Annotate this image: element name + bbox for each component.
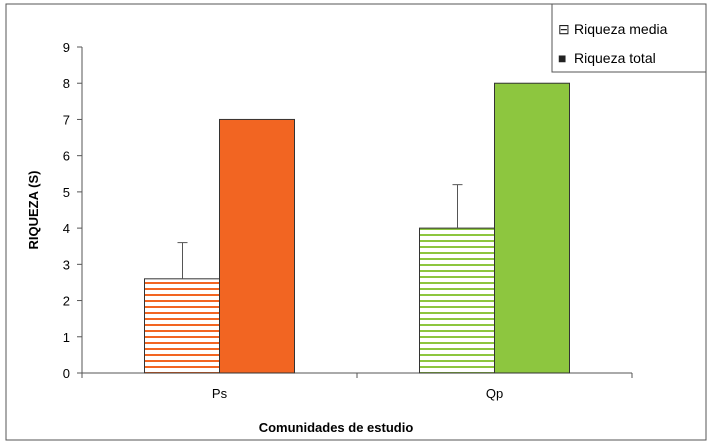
x-tick-labels: Ps Qp bbox=[212, 386, 503, 401]
bars-group bbox=[144, 82, 570, 374]
y-tick-label: 0 bbox=[63, 366, 70, 381]
y-tick-label: 6 bbox=[63, 149, 70, 164]
y-axis-title: RIQUEZA (S) bbox=[26, 171, 41, 250]
bar-riqueza-media-ps bbox=[144, 278, 220, 374]
bar-riqueza-total-qp bbox=[494, 82, 570, 374]
y-tick-label: 7 bbox=[63, 112, 70, 127]
bar-riqueza-total-ps bbox=[219, 118, 295, 374]
legend: ⊟ Riqueza media ■ Riqueza total bbox=[551, 3, 707, 73]
bar-riqueza-media-qp bbox=[419, 227, 495, 374]
x-tick-label-qp: Qp bbox=[486, 386, 503, 401]
y-tick-label: 9 bbox=[63, 40, 70, 55]
legend-marker-total: ■ bbox=[558, 50, 566, 66]
legend-box bbox=[551, 3, 707, 73]
y-tick-label: 2 bbox=[63, 294, 70, 309]
y-tick-label: 4 bbox=[63, 221, 70, 236]
legend-marker-media: ⊟ bbox=[558, 21, 570, 37]
y-tick-label: 3 bbox=[63, 257, 70, 272]
x-axis-title: Comunidades de estudio bbox=[259, 420, 414, 435]
x-tick-label-ps: Ps bbox=[212, 386, 228, 401]
legend-label-total: Riqueza total bbox=[574, 50, 656, 66]
error-bars-group bbox=[177, 184, 463, 279]
legend-label-media: Riqueza media bbox=[574, 21, 668, 37]
y-tick-label: 5 bbox=[63, 185, 70, 200]
y-axis-ticks: 0 1 2 3 4 5 6 7 8 9 bbox=[63, 40, 82, 381]
chart-frame bbox=[5, 3, 707, 441]
y-tick-label: 8 bbox=[63, 76, 70, 91]
y-tick-label: 1 bbox=[63, 330, 70, 345]
